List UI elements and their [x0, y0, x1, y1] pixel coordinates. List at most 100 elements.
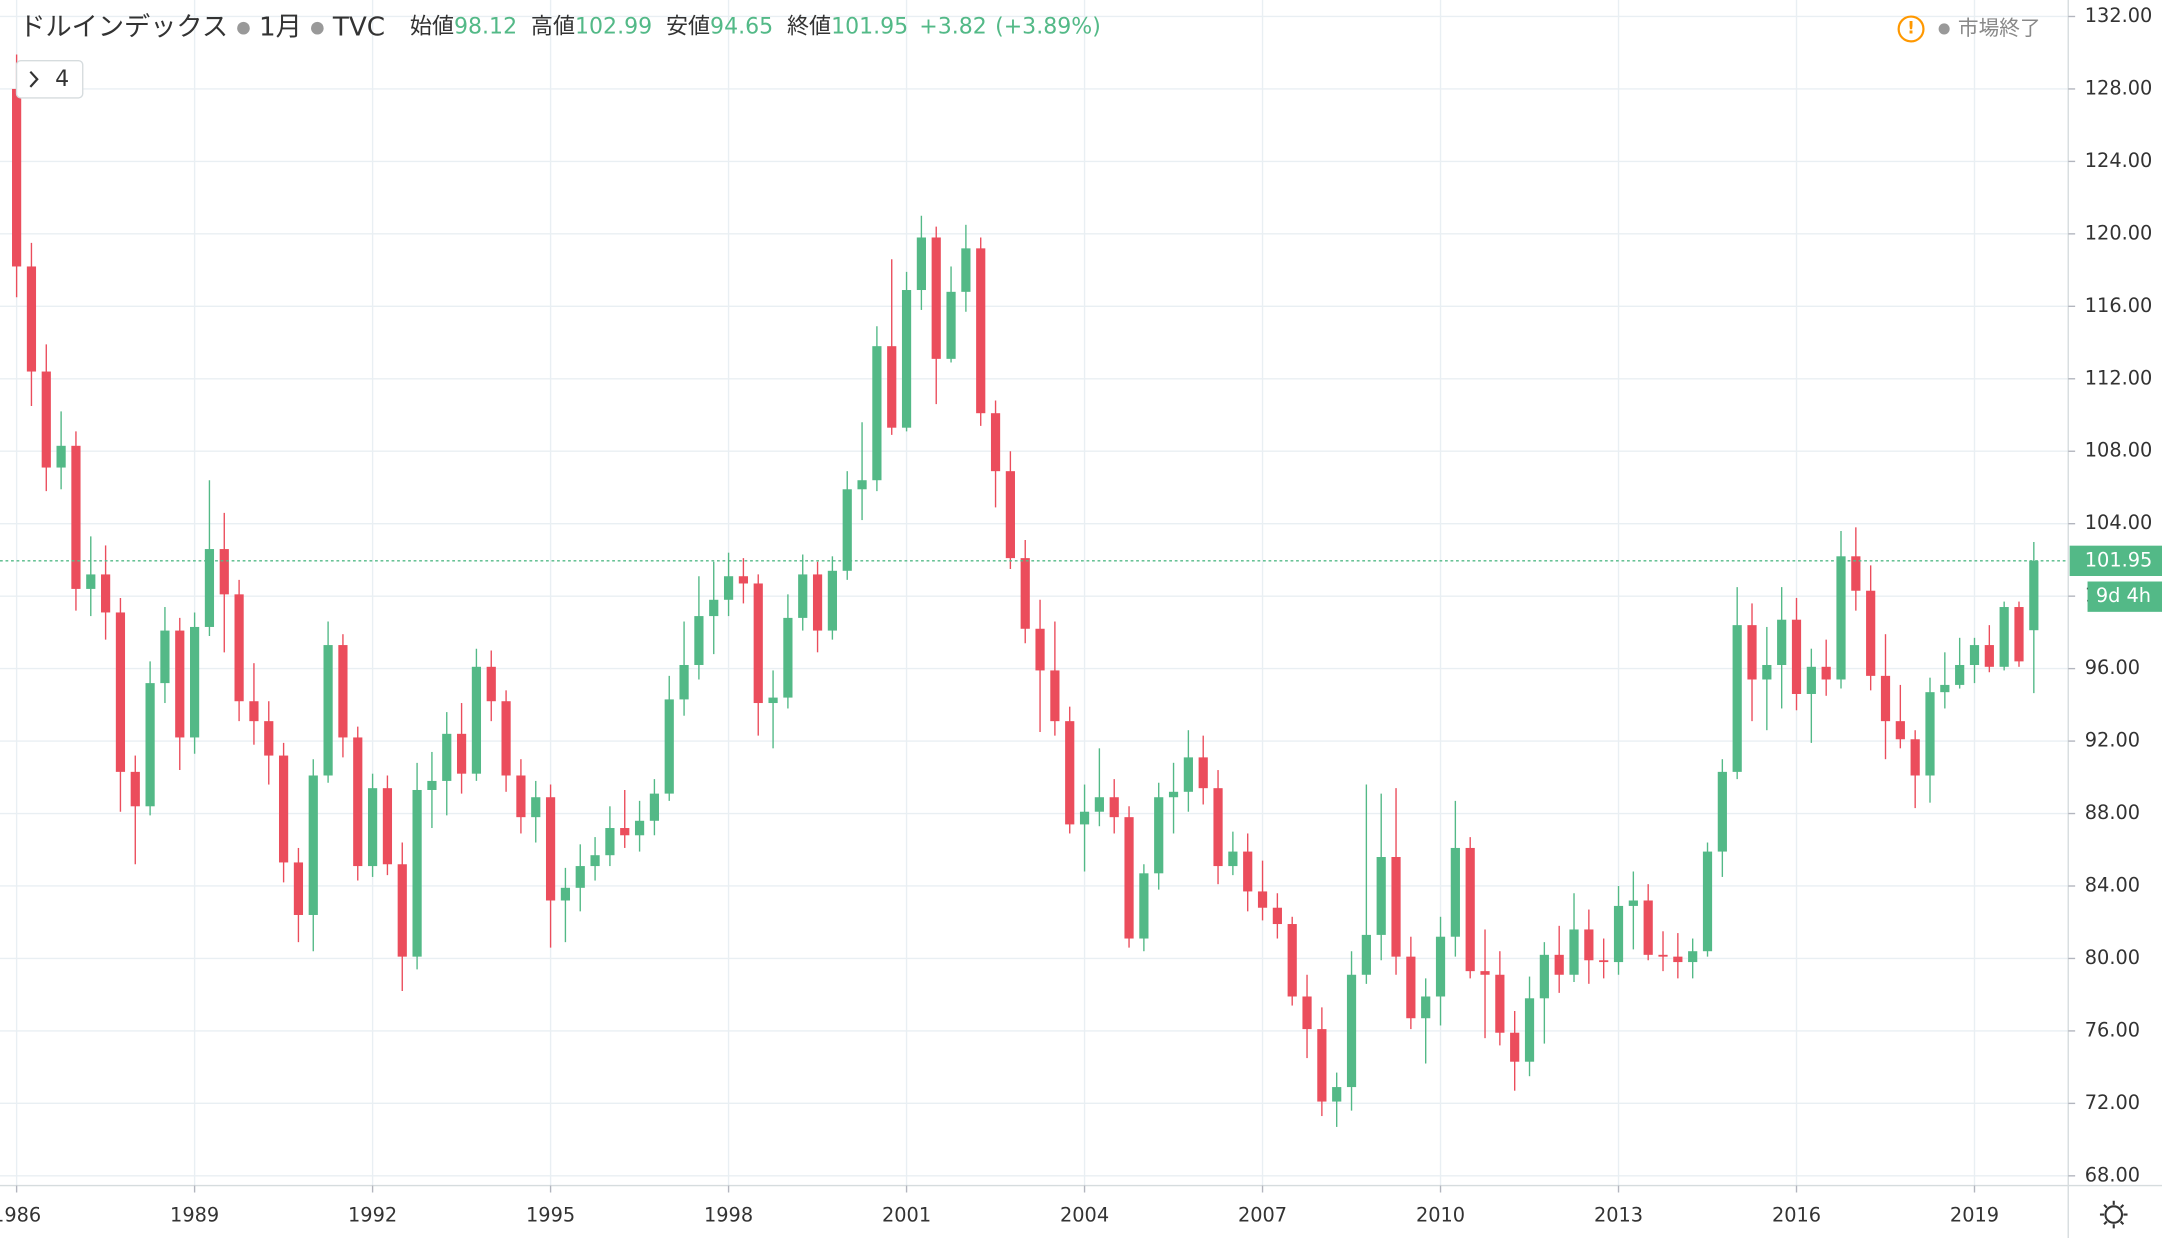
y-tick-label: 80.00: [2085, 946, 2140, 969]
candle-body: [857, 480, 867, 490]
candle-body: [1213, 788, 1223, 867]
candle-body: [1035, 628, 1045, 671]
axes: 68.00 72.00 76.00 80.00 84.00 88.00 92.00 96.00…: [0, 4, 2162, 1226]
change-percent: (+3.89%): [995, 15, 1101, 40]
y-tick-label: 72.00: [2085, 1091, 2140, 1114]
candle-body: [1406, 956, 1416, 1019]
candle-body: [605, 828, 615, 856]
candle-body: [2014, 607, 2024, 662]
candle-body: [1613, 905, 1624, 963]
change: +3.82: [919, 15, 987, 40]
candle-body: [1243, 851, 1253, 892]
last-price-label: 101.95: [2085, 548, 2153, 571]
candle-body: [916, 237, 926, 291]
chevron-icon: [29, 70, 39, 88]
candle-body: [130, 771, 140, 807]
ohlc-label: 終値: [787, 15, 831, 40]
candle-body: [901, 290, 912, 428]
ohlc-value: 98.12: [454, 15, 517, 40]
settings[interactable]: [2099, 1200, 2128, 1229]
candle-body: [575, 866, 585, 888]
candle-body: [1435, 936, 1446, 997]
candle-body: [1584, 929, 1594, 961]
candle-body: [753, 583, 763, 704]
candle-body: [41, 371, 51, 468]
candle-body: [590, 855, 600, 867]
candle-body: [471, 666, 482, 774]
separator: ●: [310, 17, 324, 36]
gear-icon[interactable]: [2104, 1205, 2124, 1224]
last-price-tag: [2069, 545, 2162, 576]
candle-body: [931, 237, 941, 359]
ohlc: 始値98.12 高値102.99 安値94.65 終値101.95 +3.82 (+3.8…: [410, 15, 1101, 40]
candle-body: [1139, 873, 1149, 939]
candle-body: [264, 721, 274, 756]
candle-body: [798, 574, 808, 618]
candle-body: [86, 574, 96, 589]
candle-body: [1391, 857, 1401, 957]
candle-body: [1955, 664, 1965, 685]
candle-body: [293, 862, 304, 915]
x-tick-label: 2016: [1772, 1203, 1821, 1226]
candle-body: [1495, 974, 1505, 1033]
candle-body: [1228, 851, 1238, 867]
candle-body: [1183, 757, 1193, 792]
x-tick-label: 2019: [1950, 1203, 1999, 1226]
candle-body: [946, 291, 956, 359]
study-toggle[interactable]: 4: [15, 59, 84, 99]
candle-body: [219, 549, 229, 595]
candle-body: [1272, 907, 1282, 925]
candle-body: [1361, 934, 1371, 975]
candle-body: [664, 699, 674, 794]
candle-body: [634, 820, 645, 836]
candle-body: [1168, 791, 1179, 798]
candle-body: [397, 864, 407, 957]
study-count: 4: [55, 67, 69, 92]
candle-body: [531, 797, 541, 818]
candle-body: [783, 617, 793, 698]
candle-body: [1673, 956, 1683, 963]
candle-body: [768, 697, 778, 704]
candle-body: [1688, 951, 1698, 963]
y-tick-label: 124.00: [2085, 149, 2153, 172]
candle-body: [204, 549, 215, 627]
y-tick-label: 96.00: [2085, 656, 2140, 679]
candle-body: [961, 248, 971, 292]
interval: 1月: [259, 12, 302, 42]
candle-body: [1599, 960, 1609, 963]
candle-body: [26, 266, 37, 372]
candle-body: [160, 630, 170, 684]
candle-body: [1658, 954, 1668, 957]
candle-body: [1079, 811, 1090, 825]
candle-body: [723, 576, 734, 600]
candle-body: [367, 788, 378, 867]
toggle-button[interactable]: [15, 59, 84, 99]
candle-body: [101, 574, 111, 613]
y-tick-label: 128.00: [2085, 76, 2153, 99]
candle-body: [1065, 721, 1075, 825]
candle-body: [990, 413, 1001, 472]
y-tick-label: 132.00: [2085, 4, 2153, 27]
candle-body: [1910, 739, 1920, 776]
candle-body: [1020, 558, 1030, 629]
candle-body: [1302, 996, 1312, 1030]
candle-body: [1198, 757, 1208, 789]
candle-body: [1346, 974, 1357, 1088]
market-status[interactable]: ! 市場終了: [1897, 15, 2041, 43]
candle-body: [827, 570, 837, 631]
candle-body: [1050, 670, 1060, 722]
candle-body: [976, 248, 986, 414]
candle-body: [1421, 996, 1431, 1019]
candle-body: [1332, 1087, 1342, 1102]
ohlc-value: 94.65: [710, 15, 773, 40]
y-tick-label: 120.00: [2085, 221, 2153, 244]
candle-body: [323, 645, 333, 776]
candle-body: [1836, 556, 1846, 680]
candle-body: [1851, 556, 1861, 591]
candle-body: [234, 594, 244, 702]
candle-body: [338, 645, 348, 738]
x-tick-label: 1992: [348, 1203, 397, 1226]
y-tick-label: 88.00: [2085, 801, 2140, 824]
